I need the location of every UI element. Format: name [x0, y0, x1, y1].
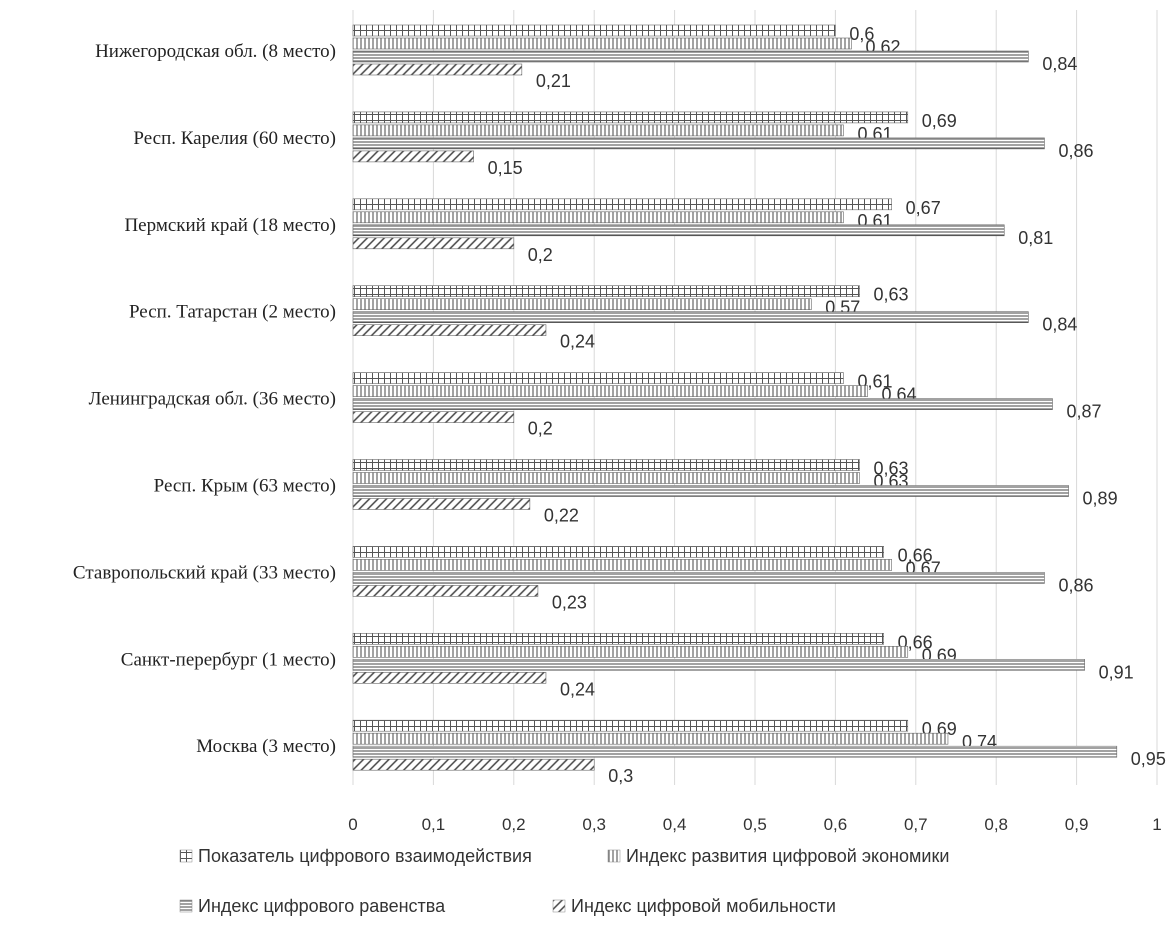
legend-swatch [607, 849, 621, 863]
bar [352, 224, 1005, 237]
bar [352, 311, 1029, 324]
bar [352, 372, 844, 384]
bar [352, 658, 1085, 671]
bar [352, 411, 515, 423]
x-tick-label: 0,5 [743, 815, 767, 834]
bar [352, 150, 474, 163]
bar [352, 398, 1053, 410]
category-label: Санкт-перербург (1 место) [121, 649, 336, 670]
bar [352, 572, 1045, 584]
data-label: 0,24 [560, 332, 595, 352]
bar [352, 472, 860, 484]
data-label: 0,15 [488, 158, 523, 178]
bar [352, 719, 909, 732]
category-label: Москва (3 место) [196, 736, 336, 757]
data-label: 0,22 [544, 506, 579, 526]
bar [352, 485, 1069, 497]
legend-swatch [179, 849, 193, 863]
data-label: 0,86 [1058, 141, 1093, 161]
x-tick-label: 0,6 [824, 815, 848, 834]
legend-item: Индекс развития цифровой экономики [626, 846, 949, 866]
category-labels: Нижегородская обл. (8 место) Респ. Карели… [73, 41, 336, 757]
x-tick-label: 0,4 [663, 815, 687, 834]
bar [352, 63, 523, 76]
legend-item: Индекс цифровой мобильности [571, 896, 836, 916]
data-label: 0,63 [874, 459, 909, 479]
bar [352, 198, 892, 211]
bar [352, 24, 836, 37]
bar [352, 559, 892, 571]
x-tick-label: 0,2 [502, 815, 526, 834]
bar [352, 285, 860, 298]
data-label: 0,23 [552, 592, 587, 612]
bar [352, 111, 909, 124]
data-label: 0,67 [906, 198, 941, 218]
data-label: 0,69 [922, 111, 957, 131]
bar [352, 745, 1118, 758]
data-label: 0,63 [874, 285, 909, 305]
bar [352, 671, 547, 684]
category-label: Респ. Карелия (60 место) [133, 128, 336, 149]
data-label: 0,81 [1018, 228, 1053, 248]
data-label: 0,3 [608, 766, 633, 786]
category-label: Ставропольский край (33 место) [73, 562, 336, 583]
category-label: Нижегородская обл. (8 место) [95, 41, 336, 62]
x-tick-label: 0,3 [582, 815, 606, 834]
x-tick-label: 0,8 [984, 815, 1008, 834]
data-label: 0,86 [1058, 575, 1093, 595]
x-tick-label: 0,9 [1065, 815, 1089, 834]
bar [352, 732, 949, 745]
data-label: 0,6 [849, 24, 874, 44]
bar [352, 385, 868, 397]
bar [352, 585, 539, 597]
data-label: 0,84 [1042, 315, 1077, 335]
bar [352, 211, 844, 224]
bar [352, 324, 547, 337]
data-label: 0,21 [536, 71, 571, 91]
bar [352, 632, 884, 645]
bar [352, 50, 1029, 63]
x-axis-ticks: 0 0,1 0,2 0,3 0,4 0,5 0,6 0,7 0,8 0,9 1 [348, 815, 1161, 834]
x-tick-label: 0 [348, 815, 357, 834]
data-label: 0,84 [1042, 54, 1077, 74]
data-label: 0,87 [1066, 402, 1101, 422]
legend-item: Показатель цифрового взаимодействия [198, 846, 532, 866]
category-label: Пермский край (18 место) [124, 215, 336, 236]
category-label: Ленинградская обл. (36 место) [89, 389, 336, 410]
legend-swatch [179, 899, 193, 913]
bars: 0,60,620,840,210,690,610,860,150,670,610… [352, 24, 1166, 786]
x-tick-label: 0,7 [904, 815, 928, 834]
data-label: 0,91 [1099, 662, 1134, 682]
legend-item: Индекс цифрового равенства [198, 896, 446, 916]
bar [352, 758, 595, 771]
bar [352, 237, 515, 250]
bar [352, 645, 909, 658]
bar [352, 124, 844, 137]
bar [352, 498, 531, 510]
legend-swatch [552, 899, 566, 913]
category-label: Респ. Татарстан (2 место) [129, 302, 336, 323]
bar [352, 37, 852, 50]
data-label: 0,95 [1131, 749, 1166, 769]
bar [352, 546, 884, 558]
data-label: 0,66 [898, 545, 933, 565]
category-label: Респ. Крым (63 место) [154, 476, 336, 497]
data-label: 0,2 [528, 245, 553, 265]
bar [352, 137, 1045, 150]
bar [352, 459, 860, 471]
data-label: 0,24 [560, 679, 595, 699]
x-tick-label: 1 [1152, 815, 1161, 834]
legend: Показатель цифрового взаимодействия Индек… [179, 846, 949, 916]
data-label: 0,89 [1083, 489, 1118, 509]
bar [352, 298, 812, 311]
data-label: 0,2 [528, 419, 553, 439]
x-tick-label: 0,1 [422, 815, 446, 834]
